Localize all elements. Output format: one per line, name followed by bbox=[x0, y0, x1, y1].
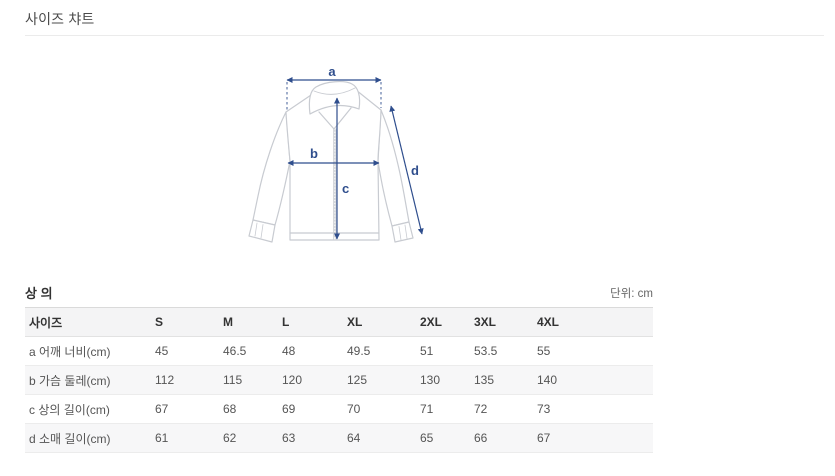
row-label: c 상의 길이(cm) bbox=[29, 402, 110, 417]
cell-value: 45 bbox=[155, 344, 169, 358]
header-s: S bbox=[155, 315, 164, 329]
cell-value: 125 bbox=[347, 373, 368, 387]
title-divider bbox=[25, 35, 824, 36]
row-label: d 소매 길이(cm) bbox=[29, 431, 111, 446]
cell-value: 73 bbox=[537, 402, 551, 416]
label-d: d bbox=[411, 163, 419, 178]
header-size: 사이즈 bbox=[29, 315, 63, 330]
cell-value: 67 bbox=[155, 402, 169, 416]
cell-value: 63 bbox=[282, 431, 296, 445]
cell-value: 71 bbox=[420, 402, 434, 416]
table-row-length: c 상의 길이(cm) 67 68 69 70 71 72 73 bbox=[25, 395, 653, 424]
cell-value: 70 bbox=[347, 402, 361, 416]
header-xl: XL bbox=[347, 315, 363, 329]
label-c: c bbox=[342, 181, 349, 196]
cell-value: 65 bbox=[420, 431, 434, 445]
cell-value: 53.5 bbox=[474, 344, 498, 358]
cell-value: 120 bbox=[282, 373, 303, 387]
cell-value: 61 bbox=[155, 431, 169, 445]
size-table-header-row: 사이즈 S M L XL 2XL 3XL 4XL bbox=[25, 307, 653, 337]
table-row-chest: b 가슴 둘레(cm) 112 115 120 125 130 135 140 bbox=[25, 365, 653, 395]
jacket-outline bbox=[248, 81, 414, 243]
cell-value: 55 bbox=[537, 344, 551, 358]
label-b: b bbox=[310, 146, 318, 161]
unit-label: 단위: cm bbox=[610, 288, 653, 300]
measurement-lines bbox=[286, 77, 424, 240]
label-a: a bbox=[328, 64, 336, 79]
cell-value: 68 bbox=[223, 402, 237, 416]
cell-value: 51 bbox=[420, 344, 434, 358]
cell-value: 72 bbox=[474, 402, 488, 416]
page-title: 사이즈 챠트 bbox=[25, 11, 95, 27]
header-l: L bbox=[282, 315, 290, 329]
cell-value: 66 bbox=[474, 431, 488, 445]
cell-value: 67 bbox=[537, 431, 551, 445]
header-4xl: 4XL bbox=[537, 315, 560, 329]
size-table: 사이즈 S M L XL 2XL 3XL 4XL a 어깨 너비(cm) 45 … bbox=[25, 307, 653, 453]
cell-value: 140 bbox=[537, 373, 558, 387]
measurement-labels: a b c d bbox=[310, 64, 419, 196]
cell-value: 64 bbox=[347, 431, 361, 445]
row-label: b 가슴 둘레(cm) bbox=[29, 373, 111, 388]
cell-value: 115 bbox=[223, 373, 243, 387]
header-3xl: 3XL bbox=[474, 315, 497, 329]
cell-value: 130 bbox=[420, 373, 441, 387]
cell-value: 135 bbox=[474, 373, 495, 387]
cell-value: 62 bbox=[223, 431, 237, 445]
cell-value: 48 bbox=[282, 344, 296, 358]
row-label: a 어깨 너비(cm) bbox=[29, 344, 111, 359]
jacket-diagram: a b c d bbox=[248, 64, 424, 243]
measure-arrow-d bbox=[389, 105, 424, 235]
cell-value: 46.5 bbox=[223, 344, 247, 358]
cell-value: 112 bbox=[155, 373, 175, 387]
cell-value: 49.5 bbox=[347, 344, 371, 358]
header-2xl: 2XL bbox=[420, 315, 443, 329]
section-title: 상 의 bbox=[25, 286, 53, 301]
table-row-sleeve: d 소매 길이(cm) 61 62 63 64 65 66 67 bbox=[25, 423, 653, 453]
table-row-shoulder: a 어깨 너비(cm) 45 46.5 48 49.5 51 53.5 55 bbox=[25, 337, 653, 366]
header-m: M bbox=[223, 315, 233, 329]
cell-value: 69 bbox=[282, 402, 296, 416]
